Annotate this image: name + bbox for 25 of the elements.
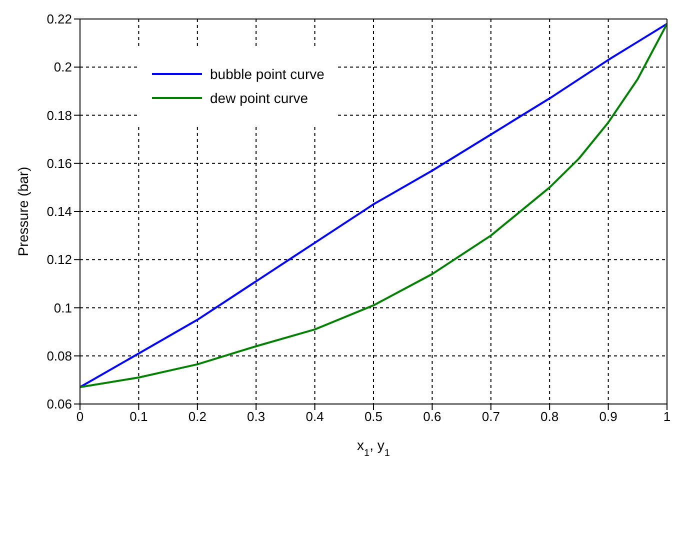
y-tick-label: 0.18 xyxy=(46,108,72,123)
legend-label: bubble point curve xyxy=(210,66,324,82)
y-tick-label: 0.2 xyxy=(54,60,72,75)
y-tick-label: 0.22 xyxy=(46,12,72,27)
x-tick-label: 0 xyxy=(76,409,84,424)
line-series xyxy=(80,22,667,388)
x-tick-label: 0.6 xyxy=(423,409,442,424)
x-tick-label: 0.5 xyxy=(364,409,383,424)
x-tick-label: 0.3 xyxy=(247,409,266,424)
legend-label: dew point curve xyxy=(210,90,308,106)
y-axis-title: Pressure (bar) xyxy=(14,166,31,256)
x-tick-label: 0.4 xyxy=(306,409,324,424)
y-tick-label: 0.12 xyxy=(46,252,72,268)
x-axis-title: x$_{1}$, y$_{1}$ xyxy=(357,437,390,458)
x-tick-label: 0.8 xyxy=(540,409,559,424)
x-tick-label: 0.9 xyxy=(599,409,618,424)
y-tick-label: 0.14 xyxy=(46,204,72,220)
y-tick-label: 0.16 xyxy=(46,156,72,171)
y-tick-label: 0.06 xyxy=(46,396,72,412)
x-tick-label: 1 xyxy=(663,409,671,424)
y-tick-label: 0.08 xyxy=(46,348,72,364)
y-tick-label: 0.1 xyxy=(54,300,72,316)
x-tick-label: 0.2 xyxy=(188,409,206,424)
x-tick-label: 0.7 xyxy=(482,409,500,424)
x-tick-label: 0.1 xyxy=(130,409,148,424)
